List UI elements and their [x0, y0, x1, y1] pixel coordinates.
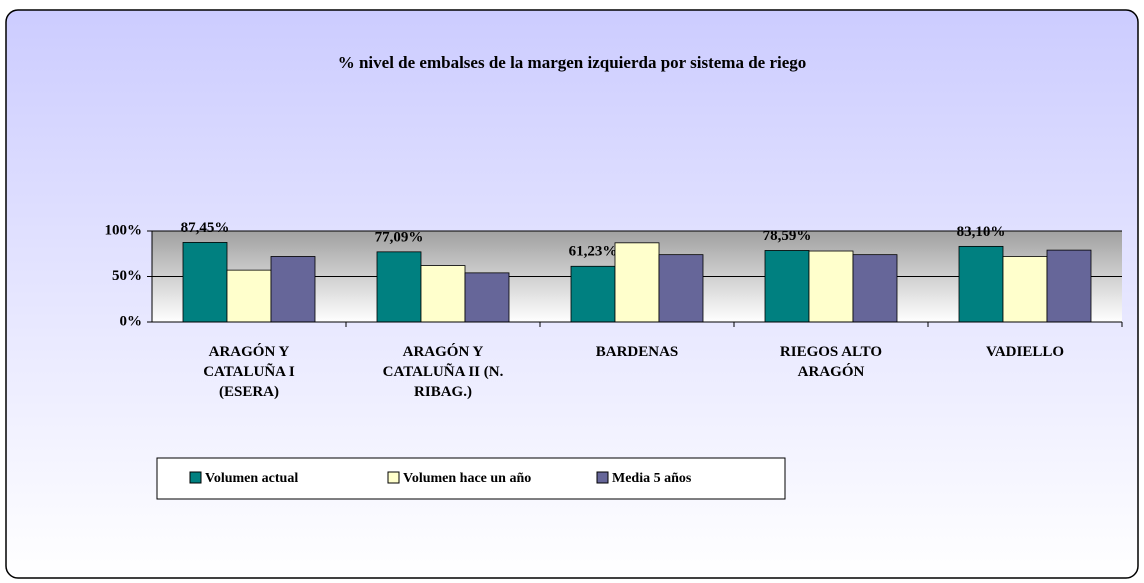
bar [570, 265, 616, 323]
bar [464, 272, 510, 323]
y-tick-label: 100% [105, 222, 143, 238]
data-label: 77,09% [375, 229, 424, 245]
x-tick-label: RIEGOS ALTO ARAGÓN [779, 344, 883, 380]
bar [1002, 256, 1048, 323]
x-tick-label: ARAGÓN Y CATALUÑA II (N. RIBAG.) [382, 344, 504, 400]
legend-swatch [596, 471, 609, 484]
data-label: 87,45% [181, 220, 230, 236]
legend-swatch [189, 471, 202, 484]
legend-box [156, 457, 786, 500]
bar [852, 254, 898, 323]
legend-swatch [387, 471, 400, 484]
bar [614, 242, 660, 323]
x-tick-label: VADIELLO [985, 344, 1065, 360]
bar [1046, 249, 1092, 323]
y-tick-label: 0% [120, 313, 143, 329]
bar [958, 245, 1004, 323]
y-tick-label: 50% [112, 268, 142, 284]
legend-label: Media 5 años [612, 471, 692, 486]
legend-label: Volumen hace un año [403, 471, 531, 486]
legend-label: Volumen actual [205, 471, 298, 486]
chart-title: % nivel de embalses de la margen izquier… [338, 53, 807, 72]
bar [808, 250, 854, 323]
bar [420, 265, 466, 323]
x-tick-label: BARDENAS [595, 344, 679, 360]
data-label: 78,59% [763, 228, 812, 244]
data-label: 83,10% [957, 224, 1006, 240]
x-tick-label: ARAGÓN Y CATALUÑA I (ESERA) [203, 344, 295, 400]
bar [764, 250, 810, 323]
bar [658, 254, 704, 323]
bar [182, 242, 228, 323]
data-label: 61,23% [569, 244, 618, 260]
bar [270, 256, 316, 323]
bar [376, 251, 422, 323]
bar [226, 269, 272, 323]
